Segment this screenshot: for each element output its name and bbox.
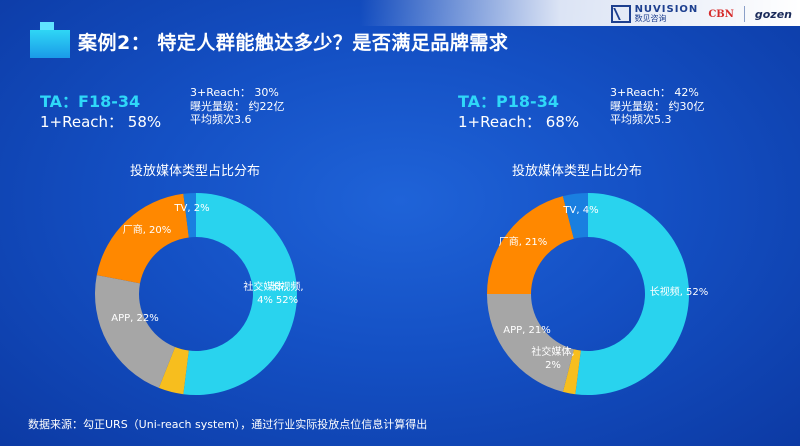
stat-frequency-left: 平均频次3.6 <box>190 113 252 126</box>
logo-divider <box>743 6 745 22</box>
title-accent-block <box>30 30 70 58</box>
stat-3reach-right: 3+Reach： 42% <box>610 86 699 99</box>
donut-slice-right-2 <box>487 294 574 392</box>
slice-label-right-3: 厂商, 21% <box>499 235 548 248</box>
donut-slice-left-1 <box>158 346 189 395</box>
donut-slice-right-4 <box>562 193 588 239</box>
stat-impressions-right: 曝光量级： 约30亿 <box>610 99 705 113</box>
ta-label-left: TA：F18-34 <box>40 92 141 111</box>
gozen-logo: gozen <box>754 7 792 21</box>
slice-label-right-1: 社交媒体, 2% <box>531 345 574 371</box>
title-accent-small <box>40 22 54 32</box>
top-banner <box>0 0 800 26</box>
stats-right: 3+Reach： 42% 曝光量级： 约30亿 平均频次5.3 <box>610 86 705 127</box>
chart-title-right: 投放媒体类型占比分布 <box>512 164 643 179</box>
donut-slice-left-4 <box>183 193 196 238</box>
donut-chart-left: 长视频, 52%社交媒体, 4% APP, 22% 厂商, 20%TV, 2% <box>95 193 304 395</box>
slice-label-left-3: 厂商, 20% <box>123 223 172 236</box>
donut-slice-right-1 <box>562 349 581 395</box>
nuvision-mark-icon <box>610 5 631 23</box>
slice-label-right-2: APP, 21% <box>503 325 551 336</box>
slice-label-left-4: TV, 2% <box>173 203 209 214</box>
slice-label-right-0: 长视频, 52% <box>650 285 709 298</box>
donut-slice-left-3 <box>96 193 189 284</box>
stat-frequency-right: 平均频次5.3 <box>610 113 672 126</box>
donut-slice-left-2 <box>95 275 176 388</box>
nuvision-name: NUVISION <box>634 4 699 15</box>
data-source-note: 数据来源：勾正URS（Uni-reach system），通过行业实际投放点位信… <box>28 418 428 431</box>
page-title: 案例2： 特定人群能触达多少？是否满足品牌需求 <box>78 32 509 54</box>
slice-label-left-0: 长视频, 52% <box>270 280 303 306</box>
nuvision-logo: NUVISION 数见咨询 <box>610 4 699 23</box>
reach-right: 1+Reach： 68% <box>458 113 580 131</box>
cbn-logo: CBN <box>708 8 734 20</box>
donut-slice-right-0 <box>575 193 689 395</box>
donut-chart-right: 长视频, 52% 社交媒体, 2% APP, 21% 厂商, 21% TV, 4% <box>487 193 708 395</box>
slice-label-left-1: 社交媒体, 4% <box>243 280 286 306</box>
slice-label-right-4: TV, 4% <box>562 205 598 216</box>
donut-slice-right-3 <box>487 196 574 294</box>
stat-impressions-left: 曝光量级： 约22亿 <box>190 99 285 113</box>
stat-3reach-left: 3+Reach： 30% <box>190 86 279 99</box>
donut-slice-left-0 <box>183 193 297 395</box>
brand-logos: NUVISION 数见咨询 CBN gozen <box>610 3 792 25</box>
reach-left: 1+Reach： 58% <box>40 113 162 131</box>
ta-label-right: TA：P18-34 <box>458 92 559 111</box>
slice-label-left-2: APP, 22% <box>111 313 159 324</box>
stats-left: 3+Reach： 30% 曝光量级： 约22亿 平均频次3.6 <box>190 86 285 127</box>
chart-title-left: 投放媒体类型占比分布 <box>130 164 261 179</box>
nuvision-cn-name: 数见咨询 <box>634 14 667 23</box>
